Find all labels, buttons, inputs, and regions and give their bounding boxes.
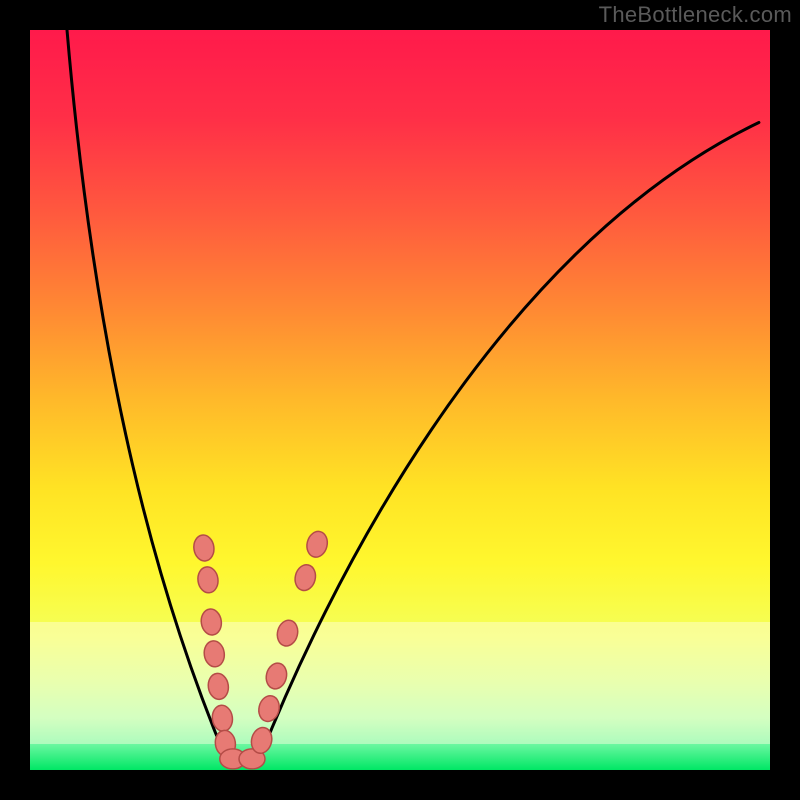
data-bead (304, 529, 330, 559)
data-bead (200, 608, 223, 637)
watermark-text: TheBottleneck.com (599, 2, 792, 28)
data-bead (292, 563, 318, 593)
data-bead (203, 640, 226, 669)
data-bead (275, 618, 301, 648)
curve-layer (30, 30, 770, 770)
data-bead (196, 566, 219, 595)
data-bead (207, 672, 230, 701)
plot-area (30, 30, 770, 770)
data-bead (256, 694, 282, 724)
data-bead (192, 534, 215, 563)
data-bead (264, 661, 290, 691)
outer-frame: TheBottleneck.com (0, 0, 800, 800)
bottleneck-curve (67, 30, 759, 759)
